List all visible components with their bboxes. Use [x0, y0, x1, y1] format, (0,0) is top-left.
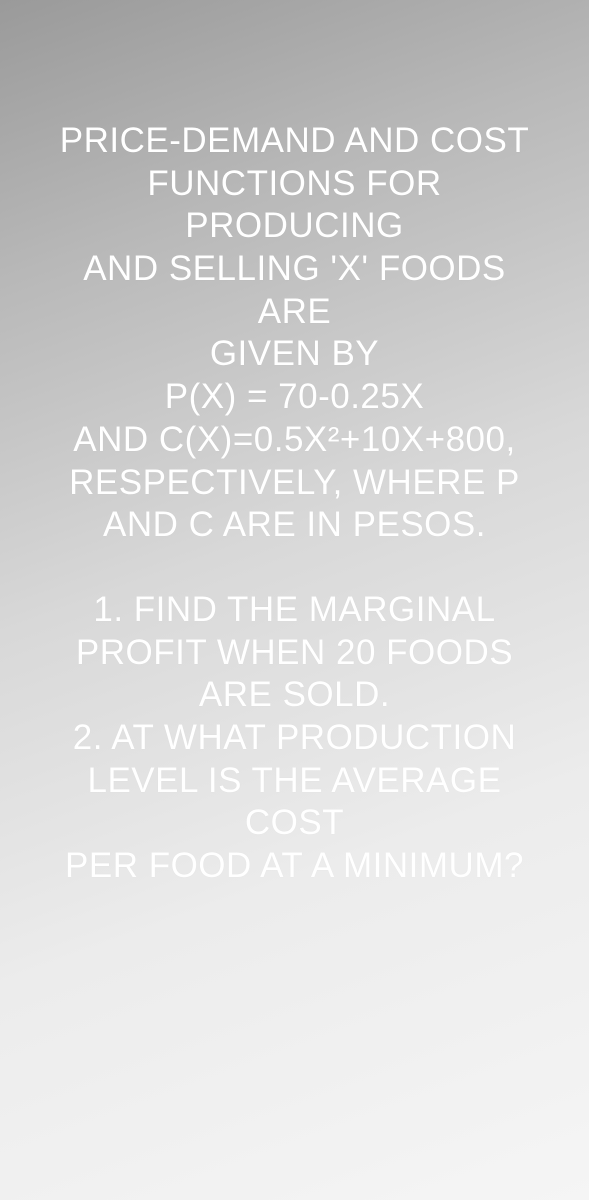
question-line: ARE SOLD. [48, 674, 541, 717]
text-line: AND SELLING 'X' FOODS ARE [48, 248, 541, 333]
question-line: PER FOOD AT A MINIMUM? [48, 845, 541, 888]
question-line: 1. FIND THE MARGINAL [48, 589, 541, 632]
question-line: 2. AT WHAT PRODUCTION [48, 717, 541, 760]
text-line: GIVEN BY [48, 333, 541, 376]
problem-questions-block: 1. FIND THE MARGINAL PROFIT WHEN 20 FOOD… [48, 589, 541, 888]
question-line: PROFIT WHEN 20 FOODS [48, 632, 541, 675]
text-line: FUNCTIONS FOR PRODUCING [48, 163, 541, 248]
text-line: AND C ARE IN PESOS. [48, 504, 541, 547]
problem-text-container: PRICE-DEMAND AND COST FUNCTIONS FOR PROD… [0, 0, 589, 888]
text-line: RESPECTIVELY, WHERE P [48, 462, 541, 505]
question-line: LEVEL IS THE AVERAGE COST [48, 760, 541, 845]
equation-line: AND C(X)=0.5X²+10X+800, [48, 419, 541, 462]
text-line: PRICE-DEMAND AND COST [48, 120, 541, 163]
equation-line: P(X) = 70-0.25X [48, 376, 541, 419]
problem-setup-block: PRICE-DEMAND AND COST FUNCTIONS FOR PROD… [48, 120, 541, 547]
